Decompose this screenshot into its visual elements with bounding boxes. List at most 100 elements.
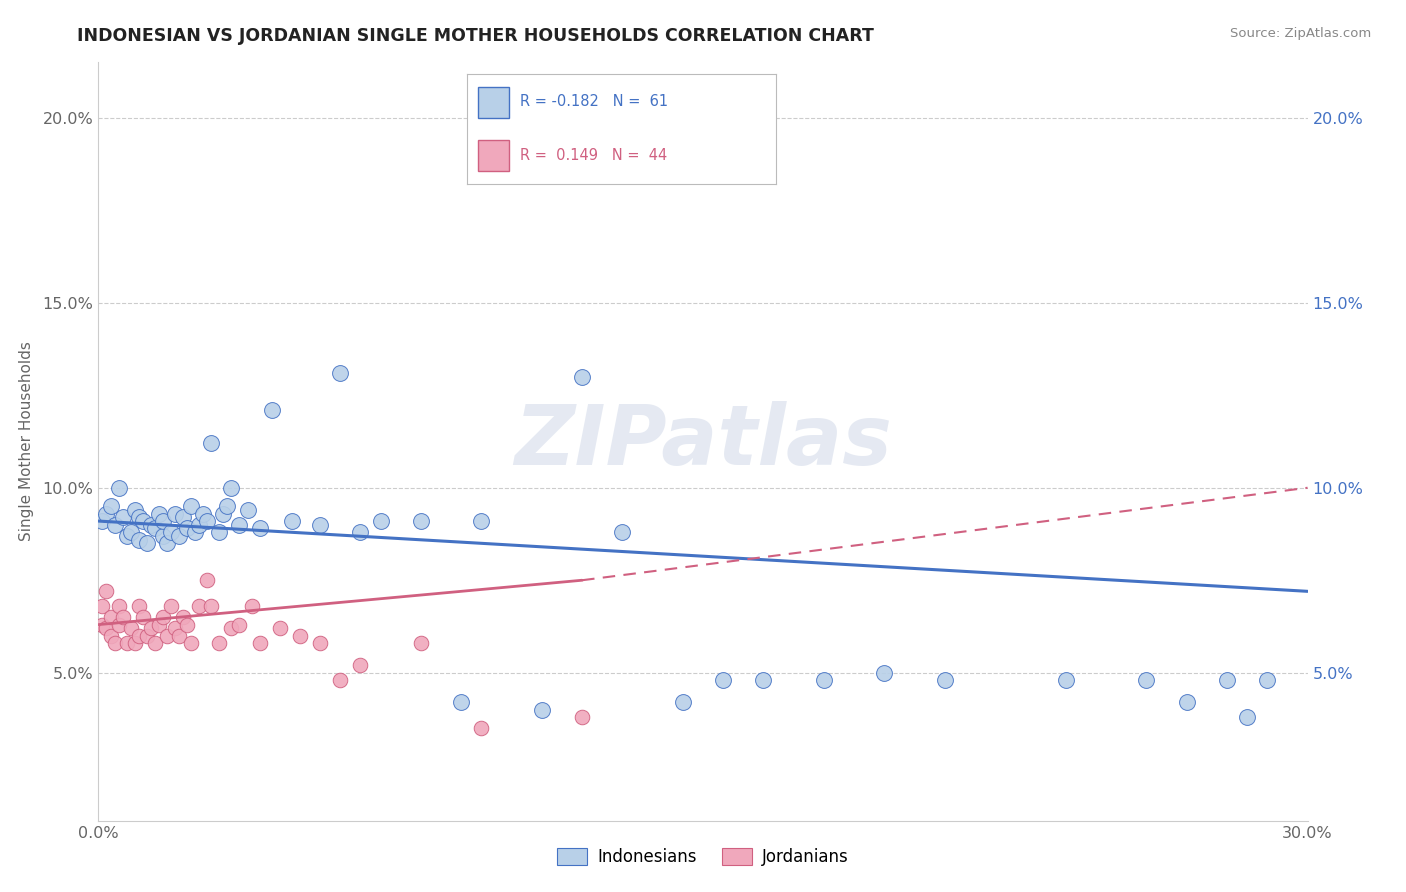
Point bbox=[132, 514, 155, 528]
Point bbox=[160, 525, 183, 540]
Point bbox=[470, 721, 492, 735]
Point bbox=[184, 525, 207, 540]
Point bbox=[111, 510, 134, 524]
Y-axis label: Single Mother Households: Single Mother Households bbox=[20, 342, 34, 541]
Point bbox=[120, 621, 142, 635]
Point bbox=[1216, 673, 1239, 687]
Point bbox=[329, 673, 352, 687]
Point bbox=[228, 517, 250, 532]
Point bbox=[934, 673, 956, 687]
Point bbox=[143, 636, 166, 650]
Point bbox=[873, 665, 896, 680]
Point bbox=[156, 629, 179, 643]
Point bbox=[139, 517, 162, 532]
Point bbox=[260, 403, 283, 417]
Point bbox=[176, 521, 198, 535]
Point bbox=[813, 673, 835, 687]
Point bbox=[152, 529, 174, 543]
Point bbox=[124, 503, 146, 517]
Point bbox=[571, 369, 593, 384]
Point bbox=[139, 621, 162, 635]
Point bbox=[107, 599, 129, 614]
Point bbox=[167, 629, 190, 643]
Point bbox=[107, 617, 129, 632]
Point bbox=[212, 507, 235, 521]
Point bbox=[309, 636, 332, 650]
Point bbox=[1054, 673, 1077, 687]
Point bbox=[167, 529, 190, 543]
Point bbox=[163, 507, 186, 521]
Point bbox=[172, 610, 194, 624]
Point bbox=[1135, 673, 1157, 687]
Point bbox=[111, 610, 134, 624]
Point bbox=[349, 658, 371, 673]
Point bbox=[143, 521, 166, 535]
Legend: Indonesians, Jordanians: Indonesians, Jordanians bbox=[551, 841, 855, 873]
Point bbox=[349, 525, 371, 540]
Text: INDONESIAN VS JORDANIAN SINGLE MOTHER HOUSEHOLDS CORRELATION CHART: INDONESIAN VS JORDANIAN SINGLE MOTHER HO… bbox=[77, 27, 875, 45]
Point bbox=[221, 621, 243, 635]
Point bbox=[200, 436, 222, 450]
Point bbox=[370, 514, 392, 528]
Point bbox=[1236, 710, 1258, 724]
Point bbox=[176, 617, 198, 632]
Point bbox=[103, 517, 125, 532]
Point bbox=[115, 636, 138, 650]
Point bbox=[240, 599, 263, 614]
Point bbox=[571, 710, 593, 724]
Point bbox=[96, 584, 118, 599]
Point bbox=[236, 503, 259, 517]
Point bbox=[409, 514, 432, 528]
Point bbox=[249, 636, 271, 650]
Point bbox=[228, 617, 250, 632]
Point bbox=[200, 599, 222, 614]
Point bbox=[115, 529, 138, 543]
Point bbox=[120, 525, 142, 540]
Point bbox=[148, 617, 170, 632]
Point bbox=[100, 610, 122, 624]
Point bbox=[100, 500, 122, 514]
Point bbox=[1256, 673, 1278, 687]
Point bbox=[128, 510, 150, 524]
Point bbox=[329, 366, 352, 380]
Point bbox=[163, 621, 186, 635]
Point bbox=[195, 573, 218, 587]
Point bbox=[281, 514, 304, 528]
Point bbox=[180, 636, 202, 650]
Point bbox=[309, 517, 332, 532]
Point bbox=[409, 636, 432, 650]
Point bbox=[249, 521, 271, 535]
Point bbox=[269, 621, 291, 635]
Point bbox=[156, 536, 179, 550]
Point bbox=[672, 695, 695, 709]
Point bbox=[96, 621, 118, 635]
Point bbox=[160, 599, 183, 614]
Text: Source: ZipAtlas.com: Source: ZipAtlas.com bbox=[1230, 27, 1371, 40]
Point bbox=[152, 514, 174, 528]
Point bbox=[135, 536, 157, 550]
Point bbox=[208, 636, 231, 650]
Point bbox=[124, 636, 146, 650]
Point bbox=[195, 514, 218, 528]
Point bbox=[128, 599, 150, 614]
Point bbox=[135, 629, 157, 643]
Point bbox=[217, 500, 239, 514]
Point bbox=[100, 629, 122, 643]
Point bbox=[148, 507, 170, 521]
Point bbox=[470, 514, 492, 528]
Point bbox=[96, 507, 118, 521]
Point bbox=[752, 673, 775, 687]
Point bbox=[193, 507, 215, 521]
Point bbox=[1175, 695, 1198, 709]
Point bbox=[128, 629, 150, 643]
Point bbox=[132, 610, 155, 624]
Point bbox=[107, 481, 129, 495]
Point bbox=[180, 500, 202, 514]
Point bbox=[530, 703, 553, 717]
Point bbox=[103, 636, 125, 650]
Point bbox=[450, 695, 472, 709]
Point bbox=[152, 610, 174, 624]
Point bbox=[188, 517, 211, 532]
Point bbox=[91, 514, 114, 528]
Point bbox=[711, 673, 734, 687]
